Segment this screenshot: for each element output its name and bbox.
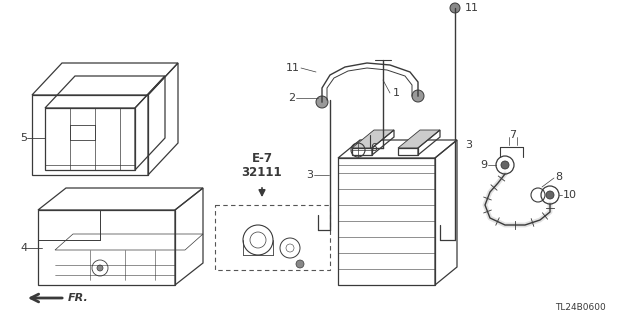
Circle shape: [316, 96, 328, 108]
Text: 5: 5: [20, 133, 27, 143]
Text: 1: 1: [393, 88, 400, 98]
Text: E-7: E-7: [252, 152, 273, 165]
Text: 11: 11: [465, 3, 479, 13]
Text: 10: 10: [563, 190, 577, 200]
Text: 9: 9: [480, 160, 487, 170]
Text: 32111: 32111: [242, 166, 282, 179]
Text: 7: 7: [509, 130, 516, 140]
Text: 3: 3: [306, 170, 313, 180]
Polygon shape: [352, 130, 394, 148]
Text: FR.: FR.: [68, 293, 89, 303]
Text: 8: 8: [555, 172, 562, 182]
Circle shape: [412, 90, 424, 102]
Text: 6: 6: [370, 143, 377, 153]
Text: 11: 11: [286, 63, 300, 73]
Polygon shape: [398, 130, 440, 148]
Circle shape: [501, 161, 509, 169]
Circle shape: [546, 191, 554, 199]
Circle shape: [296, 260, 304, 268]
Text: 2: 2: [288, 93, 295, 103]
Text: 3: 3: [465, 140, 472, 150]
Circle shape: [450, 3, 460, 13]
Text: 4: 4: [20, 243, 27, 253]
Circle shape: [97, 265, 103, 271]
Text: TL24B0600: TL24B0600: [555, 303, 605, 313]
